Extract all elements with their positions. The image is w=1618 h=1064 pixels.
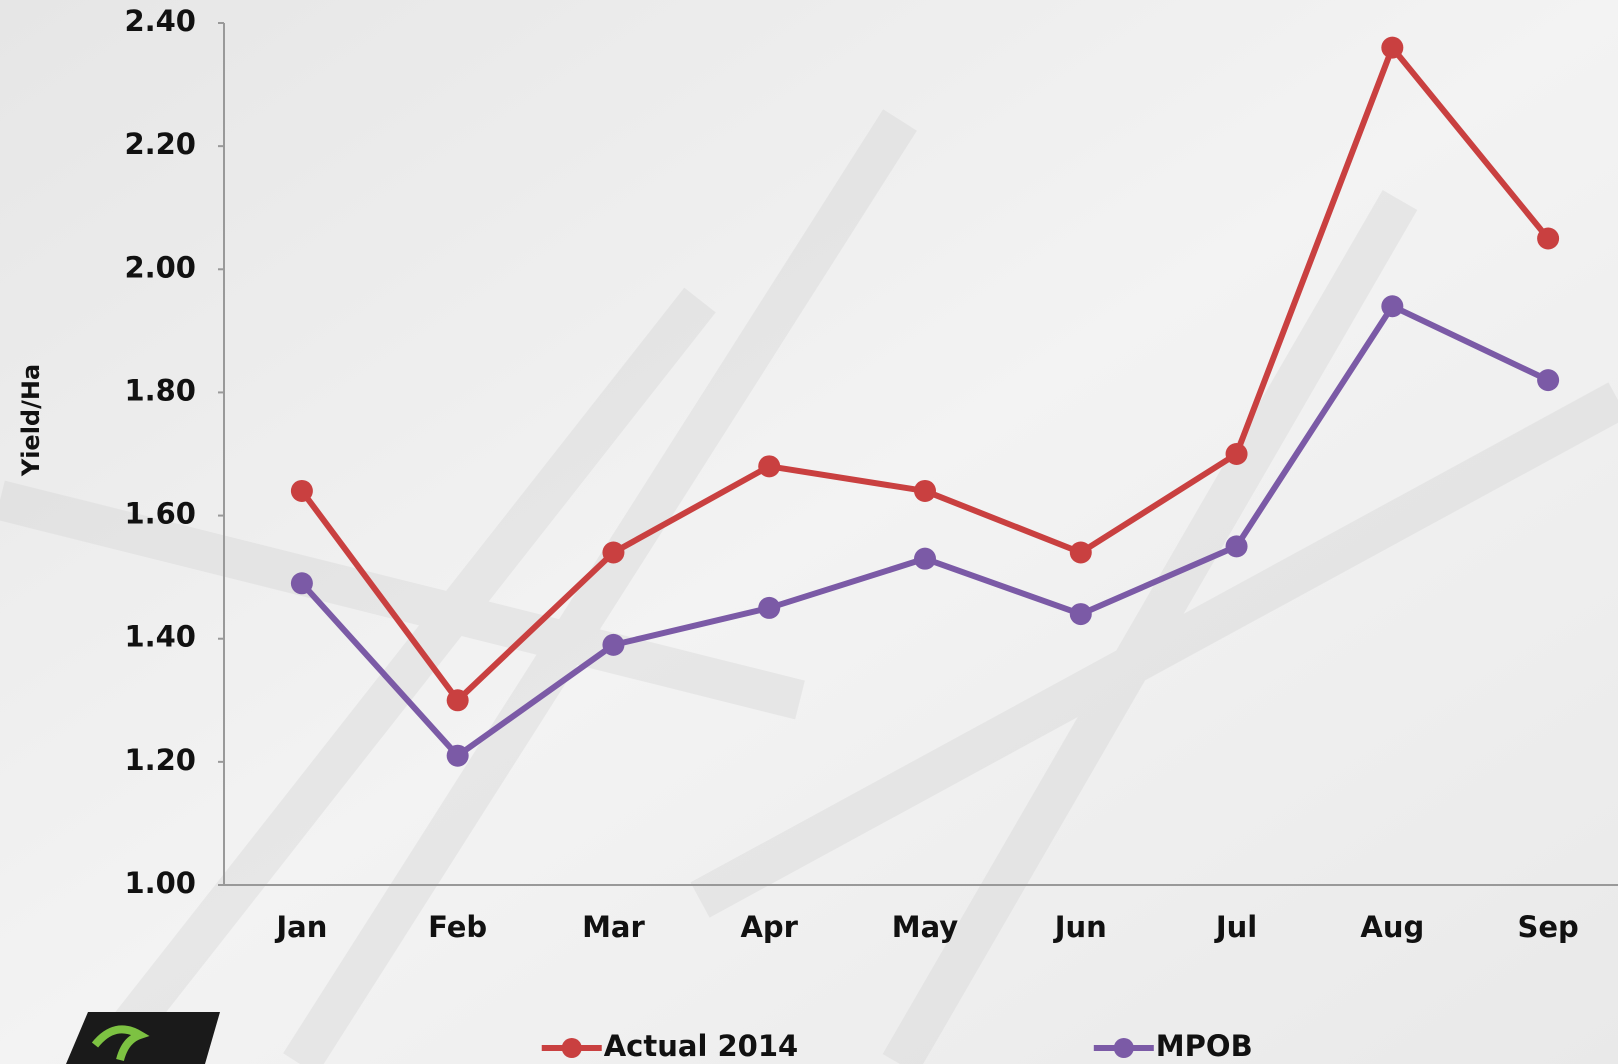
point	[1381, 295, 1404, 318]
legend-label: Actual 2014	[604, 1029, 798, 1063]
logo	[66, 1012, 220, 1064]
point	[1225, 443, 1248, 465]
point	[914, 479, 936, 502]
y-axis-label: Yield/Ha	[17, 364, 45, 477]
y-tick-label: 1.60	[124, 497, 196, 531]
point	[758, 596, 781, 619]
point	[602, 541, 625, 564]
point	[290, 479, 313, 502]
point	[914, 547, 936, 570]
palm-decoration	[0, 109, 1618, 1064]
x-tick-label: Sep	[1517, 910, 1578, 944]
x-tick-label: Jun	[1053, 910, 1107, 944]
x-tick-label: Aug	[1360, 910, 1424, 944]
y-tick-label: 1.00	[124, 866, 196, 900]
point	[758, 455, 781, 478]
y-tick-label: 2.20	[124, 127, 196, 161]
x-tick-label: Feb	[428, 910, 487, 944]
y-tick-label: 2.40	[124, 4, 196, 38]
x-tick-label: Apr	[740, 910, 798, 944]
point	[446, 689, 469, 712]
point	[1381, 36, 1404, 59]
point	[1537, 369, 1560, 392]
x-tick-label: May	[892, 910, 959, 944]
x-tick-label: Mar	[582, 910, 645, 944]
point	[446, 744, 469, 767]
y-tick-label: 2.00	[124, 250, 196, 284]
point	[602, 633, 625, 656]
y-tick-label: 1.20	[124, 743, 196, 777]
point	[1225, 535, 1248, 558]
point	[1069, 541, 1092, 564]
x-tick-label: Jan	[274, 910, 327, 944]
point	[290, 572, 313, 595]
x-tick-label: Jul	[1214, 910, 1257, 944]
point	[1069, 603, 1092, 626]
legend-label: MPOB	[1156, 1029, 1253, 1063]
legend-marker	[561, 1038, 582, 1058]
y-tick-label: 1.80	[124, 373, 196, 407]
point	[1537, 227, 1560, 250]
y-tick-label: 1.40	[124, 620, 196, 654]
legend-marker	[1113, 1038, 1134, 1058]
